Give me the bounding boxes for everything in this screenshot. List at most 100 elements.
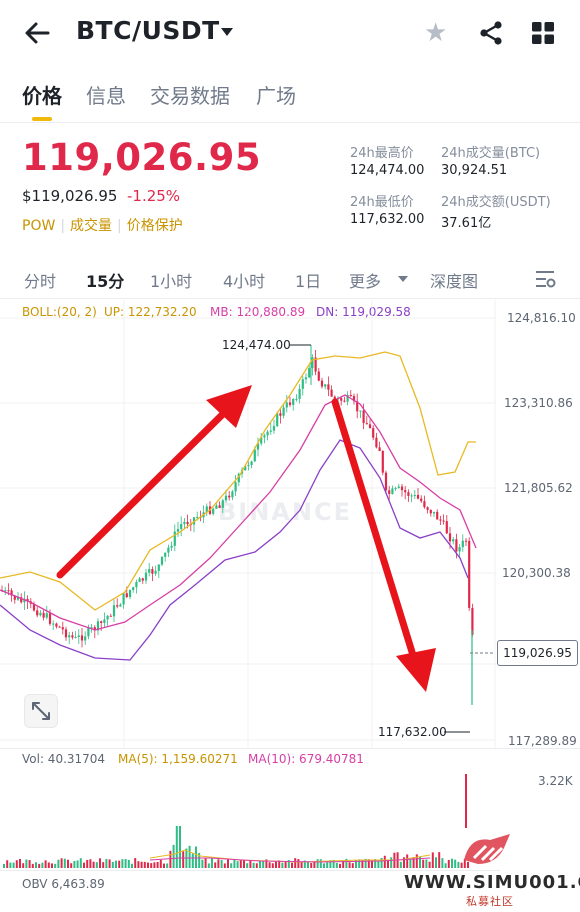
timeframe-line[interactable]: 分时 bbox=[24, 272, 57, 291]
candle-body bbox=[388, 490, 391, 494]
grid-menu-icon[interactable] bbox=[531, 21, 555, 45]
candle-body bbox=[298, 388, 301, 399]
volume-bar bbox=[79, 858, 82, 868]
candle-body bbox=[330, 389, 333, 397]
candle-body bbox=[282, 407, 285, 416]
divider bbox=[0, 122, 580, 123]
candle-body bbox=[7, 590, 10, 592]
volume-bar bbox=[310, 862, 313, 868]
fullscreen-expand-icon[interactable] bbox=[24, 694, 58, 728]
low-24h-label: 24h最低价 bbox=[350, 195, 414, 210]
volume-bar bbox=[211, 858, 213, 868]
volume-bar bbox=[374, 859, 377, 868]
volume-bar bbox=[467, 861, 469, 868]
volume-bar bbox=[377, 861, 380, 868]
down-trend-arrow bbox=[331, 398, 436, 692]
candle-body bbox=[58, 626, 61, 628]
tab-info[interactable]: 信息 bbox=[86, 84, 126, 108]
badge-volume[interactable]: 成交量 bbox=[70, 218, 113, 234]
active-tab-indicator bbox=[32, 117, 52, 121]
tab-trading-data[interactable]: 交易数据 bbox=[150, 84, 230, 108]
current-price-tag[interactable]: 119,026.95 bbox=[497, 640, 578, 666]
more-chevron-down-icon[interactable] bbox=[398, 276, 408, 282]
volume-bar bbox=[150, 863, 153, 868]
volume-bar bbox=[268, 862, 271, 868]
volume-bar bbox=[63, 858, 66, 868]
volume-bar bbox=[121, 859, 124, 868]
candle-body bbox=[378, 447, 381, 452]
volume-bar bbox=[41, 862, 44, 868]
volume-bar bbox=[25, 859, 28, 868]
candle-body bbox=[52, 623, 55, 625]
candle-body bbox=[71, 635, 74, 638]
timeframe-1d[interactable]: 1日 bbox=[295, 272, 322, 291]
candle-body bbox=[237, 473, 240, 483]
volume-bar bbox=[57, 859, 60, 868]
volume-bar bbox=[153, 862, 156, 868]
timeframe-15m[interactable]: 15分 bbox=[86, 272, 125, 291]
timeframe-1h[interactable]: 1小时 bbox=[150, 272, 193, 291]
candle-body bbox=[13, 595, 16, 600]
candlestick-chart[interactable] bbox=[0, 300, 580, 750]
volume-bar bbox=[454, 859, 457, 868]
volume-bar bbox=[358, 859, 361, 868]
volume-bar bbox=[422, 859, 425, 868]
volume-bar bbox=[428, 861, 431, 868]
volume-bar bbox=[67, 859, 69, 868]
candle-body bbox=[452, 539, 455, 542]
obv-indicator: OBV 6,463.89 bbox=[22, 877, 105, 891]
volume-bar bbox=[380, 857, 383, 868]
back-arrow-icon[interactable] bbox=[22, 18, 52, 48]
volume-bar bbox=[134, 858, 137, 868]
volume-bar bbox=[371, 860, 373, 868]
candle-body bbox=[16, 597, 20, 600]
candle-body bbox=[461, 540, 464, 548]
favorite-star-icon[interactable]: ★ bbox=[424, 18, 448, 48]
candle-body bbox=[468, 540, 471, 608]
volume-bar bbox=[249, 859, 252, 868]
main-tabs: 价格 信息 交易数据 广场 bbox=[0, 80, 580, 122]
volume-bar bbox=[89, 859, 92, 868]
volume-bar bbox=[131, 863, 133, 868]
volume-bar bbox=[364, 858, 367, 868]
volume-btc-label: 24h成交量(BTC) bbox=[441, 146, 541, 161]
candle-body bbox=[256, 443, 260, 450]
candle-body bbox=[128, 589, 132, 598]
volume-bars bbox=[3, 826, 469, 868]
volume-bar bbox=[348, 862, 351, 868]
chart-settings-icon[interactable] bbox=[534, 269, 556, 289]
candle-body bbox=[176, 528, 180, 532]
trading-pair-title[interactable]: BTC/USDT bbox=[76, 16, 220, 45]
low-price-annotation: 117,632.00 bbox=[378, 725, 447, 739]
volume-bar bbox=[339, 863, 341, 868]
depth-chart-tab[interactable]: 深度图 bbox=[430, 272, 479, 291]
badge-pow[interactable]: POW bbox=[22, 218, 56, 234]
candle-body bbox=[20, 597, 23, 603]
share-icon[interactable] bbox=[478, 20, 504, 46]
candle-body bbox=[119, 604, 122, 607]
candle-body bbox=[346, 395, 349, 402]
volume-bar bbox=[287, 860, 290, 868]
tab-square[interactable]: 广场 bbox=[256, 84, 296, 108]
tab-price[interactable]: 价格 bbox=[22, 84, 62, 108]
volume-btc-value: 30,924.51 bbox=[441, 163, 508, 178]
divider bbox=[0, 748, 580, 749]
candle-body bbox=[314, 357, 317, 372]
volume-bar bbox=[307, 861, 309, 868]
candle-body bbox=[333, 396, 336, 400]
candle-body bbox=[218, 505, 221, 508]
pair-dropdown-chevron-icon[interactable] bbox=[221, 28, 233, 36]
candle-body bbox=[442, 520, 445, 522]
candle-body bbox=[320, 380, 324, 387]
volume-bar bbox=[201, 859, 204, 868]
volume-bar bbox=[412, 857, 415, 868]
volume-bar bbox=[169, 850, 172, 868]
timeframe-more[interactable]: 更多 bbox=[349, 272, 382, 291]
volume-bar bbox=[403, 857, 405, 868]
badge-price-protection[interactable]: 价格保护 bbox=[126, 218, 183, 234]
candle-body bbox=[416, 494, 420, 499]
timeframe-4h[interactable]: 4小时 bbox=[223, 272, 266, 291]
candle-body bbox=[372, 428, 375, 438]
exchange-watermark: BINANCE bbox=[218, 498, 352, 526]
volume-bar bbox=[19, 858, 21, 868]
